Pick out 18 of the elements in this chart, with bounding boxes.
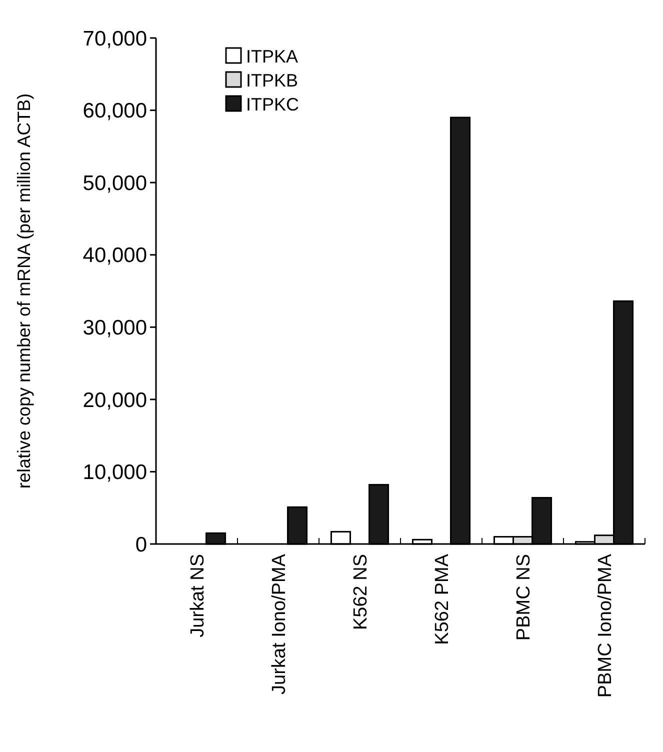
y-tick-label: 70,000 <box>82 27 147 50</box>
legend-label: ITPKC <box>246 94 300 114</box>
x-tick-label: Jurkat NS <box>187 554 208 638</box>
x-tick-label: K562 PMA <box>432 554 453 645</box>
x-tick-label: PBMC NS <box>513 554 534 641</box>
y-tick-label: 10,000 <box>82 461 147 484</box>
y-tick-label: 50,000 <box>82 172 147 195</box>
y-tick-label: 60,000 <box>82 100 147 123</box>
y-tick-label: 20,000 <box>82 388 147 412</box>
y-axis-title: relative copy number of mRNA (per million ACTB) <box>14 93 34 489</box>
legend-label: ITPKB <box>246 70 298 90</box>
y-tick-label: 40,000 <box>82 244 147 268</box>
legend-label: ITPKA <box>246 46 298 66</box>
x-tick-label: Jurkat Iono/PMA <box>268 554 290 694</box>
y-tick-label: 30,000 <box>82 316 147 340</box>
x-tick-label: PBMC Iono/PMA <box>594 554 616 698</box>
x-tick-label: K562 NS <box>350 554 372 630</box>
y-tick-label: 0 <box>135 533 147 556</box>
